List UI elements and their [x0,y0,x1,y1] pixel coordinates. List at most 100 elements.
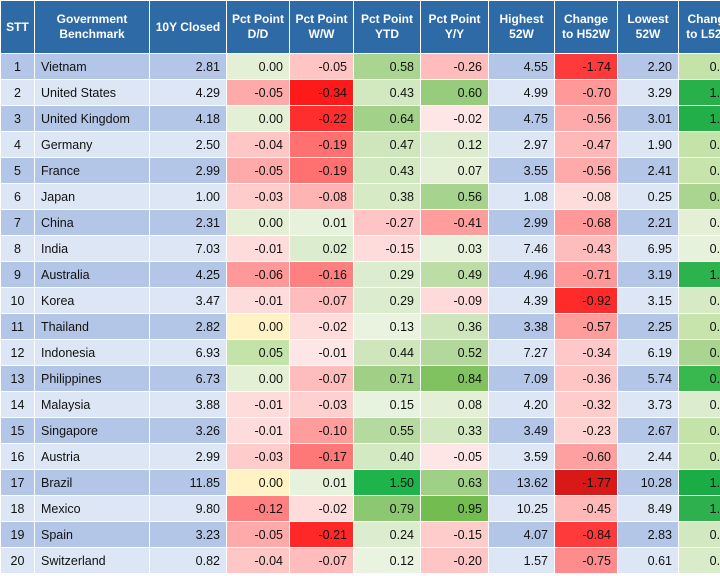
cell-stt: 8 [0,235,35,262]
table-row[interactable]: 9 Australia 4.25 -0.06 -0.16 0.29 0.49 4.96 -0.7… [0,261,720,288]
cell-low: 0.25 [617,183,679,210]
cell-chigh: -0.71 [554,261,618,288]
cell-clow: 0.60 [678,131,720,158]
cell-stt: 4 [0,131,35,158]
cell-low: 3.19 [617,261,679,288]
table-row[interactable]: 11 Thailand 2.82 0.00 -0.02 0.13 0.36 3.38 -0.57… [0,313,720,340]
cell-chigh: -0.84 [554,521,618,548]
table-row[interactable]: 14 Malaysia 3.88 -0.01 -0.03 0.15 0.08 4.20 -0.3… [0,391,720,418]
cell-closed: 2.31 [149,209,227,236]
cell-ytd: -0.27 [353,209,421,236]
table-row[interactable]: 4 Germany 2.50 -0.04 -0.19 0.47 0.12 2.97 -0.47 1… [0,131,720,158]
cell-low: 1.90 [617,131,679,158]
table-row[interactable]: 17 Brazil 11.85 0.00 0.01 1.50 0.63 13.62 -1.77 1… [0,469,720,496]
cell-yy: -0.41 [420,209,489,236]
cell-ytd: 0.58 [353,53,421,80]
table-row[interactable]: 16 Austria 2.99 -0.03 -0.17 0.40 -0.05 3.59 -0.6… [0,443,720,470]
header-high52w[interactable]: Highest 52W [488,0,555,54]
cell-clow: 0.57 [678,313,720,340]
cell-ww: -0.19 [289,131,354,158]
cell-clow: 1.31 [678,495,720,522]
cell-ww: -0.02 [289,495,354,522]
cell-clow: 0.32 [678,287,720,314]
cell-ww: -0.22 [289,105,354,132]
cell-high: 4.20 [488,391,555,418]
cell-closed: 4.29 [149,79,227,106]
cell-low: 6.19 [617,339,679,366]
cell-closed: 6.73 [149,365,227,392]
cell-low: 3.73 [617,391,679,418]
cell-high: 3.49 [488,417,555,444]
header-change-high[interactable]: Change to H52W [554,0,618,54]
header-ytd[interactable]: Pct Point YTD [353,0,421,54]
cell-high: 3.38 [488,313,555,340]
table-row[interactable]: 1 Vietnam 2.81 0.00 -0.05 0.58 -0.26 4.55 -1.74 2… [0,53,720,80]
cell-high: 3.55 [488,157,555,184]
cell-closed: 9.80 [149,495,227,522]
cell-ww: -0.07 [289,365,354,392]
table-row[interactable]: 3 United Kingdom 4.18 0.00 -0.22 0.64 -0.02 4.7… [0,105,720,132]
cell-stt: 15 [0,417,35,444]
header-benchmark[interactable]: Government Benchmark [34,0,150,54]
cell-chigh: -0.34 [554,339,618,366]
cell-stt: 20 [0,547,35,574]
header-closed[interactable]: 10Y Closed [149,0,227,54]
cell-name: Indonesia [34,339,150,366]
table-row[interactable]: 18 Mexico 9.80 -0.12 -0.02 0.79 0.95 10.25 -0.45… [0,495,720,522]
table-row[interactable]: 7 China 2.31 0.00 0.01 -0.27 -0.41 2.99 -0.68 2.2… [0,209,720,236]
table-row[interactable]: 15 Singapore 3.26 -0.01 -0.10 0.55 0.33 3.49 -0.… [0,417,720,444]
cell-low: 3.15 [617,287,679,314]
header-stt[interactable]: STT [0,0,35,54]
cell-ytd: -0.15 [353,235,421,262]
table-row[interactable]: 2 United States 4.29 -0.05 -0.34 0.43 0.60 4.99… [0,79,720,106]
cell-high: 4.99 [488,79,555,106]
cell-chigh: -0.32 [554,391,618,418]
table-row[interactable]: 10 Korea 3.47 -0.01 -0.07 0.29 -0.09 4.39 -0.92 3… [0,287,720,314]
cell-low: 0.61 [617,547,679,574]
cell-clow: 1.00 [678,79,720,106]
header-row: STT Government Benchmark 10Y Closed Pct … [0,0,720,54]
header-change-low[interactable]: Change to L52W [678,0,720,54]
cell-stt: 7 [0,209,35,236]
table-row[interactable]: 12 Indonesia 6.93 0.05 -0.01 0.44 0.52 7.27 -0.3… [0,339,720,366]
table-row[interactable]: 19 Spain 3.23 -0.05 -0.21 0.24 -0.15 4.07 -0.84 2… [0,521,720,548]
table-row[interactable]: 5 France 2.99 -0.05 -0.19 0.43 0.07 3.55 -0.56 2.… [0,157,720,184]
cell-dd: -0.01 [226,391,290,418]
cell-ytd: 0.29 [353,261,421,288]
cell-high: 3.59 [488,443,555,470]
table-row[interactable]: 6 Japan 1.00 -0.03 -0.08 0.38 0.56 1.08 -0.08 0.2… [0,183,720,210]
cell-chigh: -0.75 [554,547,618,574]
cell-low: 3.29 [617,79,679,106]
cell-stt: 2 [0,79,35,106]
header-low52w[interactable]: Lowest 52W [617,0,679,54]
cell-dd: -0.03 [226,443,290,470]
table-row[interactable]: 13 Philippines 6.73 0.00 -0.07 0.71 0.84 7.09 -0… [0,365,720,392]
cell-chigh: -0.43 [554,235,618,262]
cell-low: 2.25 [617,313,679,340]
cell-dd: -0.01 [226,287,290,314]
cell-yy: 0.60 [420,79,489,106]
cell-yy: 0.63 [420,469,489,496]
header-ww[interactable]: Pct Point W/W [289,0,354,54]
table-row[interactable]: 20 Switzerland 0.82 -0.04 -0.07 0.12 -0.20 1.57… [0,547,720,574]
header-dd[interactable]: Pct Point D/D [226,0,290,54]
cell-low: 2.20 [617,53,679,80]
cell-ytd: 0.44 [353,339,421,366]
cell-name: Spain [34,521,150,548]
cell-chigh: -0.92 [554,287,618,314]
cell-ytd: 0.29 [353,287,421,314]
cell-ww: -0.19 [289,157,354,184]
table-row[interactable]: 8 India 7.03 -0.01 0.02 -0.15 0.03 7.46 -0.43 6.9… [0,235,720,262]
cell-ytd: 0.43 [353,157,421,184]
cell-high: 1.08 [488,183,555,210]
cell-clow: 0.10 [678,209,720,236]
cell-stt: 10 [0,287,35,314]
cell-yy: 0.56 [420,183,489,210]
header-yy[interactable]: Pct Point Y/Y [420,0,489,54]
cell-yy: 0.49 [420,261,489,288]
cell-ww: -0.16 [289,261,354,288]
cell-low: 5.74 [617,365,679,392]
cell-clow: 0.61 [678,53,720,80]
cell-closed: 3.47 [149,287,227,314]
cell-ww: -0.21 [289,521,354,548]
